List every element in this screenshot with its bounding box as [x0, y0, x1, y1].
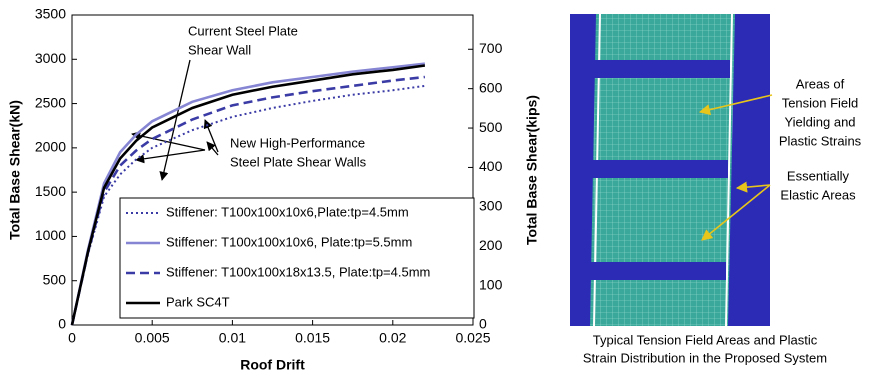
- y2-tick-label: 400: [479, 158, 503, 174]
- y2-tick-label: 700: [479, 40, 503, 56]
- x-tick-label: 0: [68, 330, 76, 346]
- annotation: Shear Wall: [188, 42, 251, 57]
- y2-tick-label: 600: [479, 79, 503, 95]
- x-tick-label: 0.015: [295, 330, 330, 346]
- y-tick-label: 3500: [35, 6, 66, 22]
- x-tick-label: 0.01: [219, 330, 246, 346]
- annotation: Steel Plate Shear Walls: [230, 154, 367, 169]
- y2-tick-label: 100: [479, 276, 503, 292]
- image-label: Yielding and: [784, 114, 855, 129]
- y-tick-label: 1500: [35, 183, 66, 199]
- image-label: Tension Field: [782, 95, 859, 110]
- legend-label: Stiffener: T100x100x10x6,Plate:tp=4.5mm: [166, 204, 409, 219]
- x-tick-label: 0.025: [455, 330, 490, 346]
- y-tick-label: 2000: [35, 139, 66, 155]
- image-label: Areas of: [796, 76, 845, 91]
- y-tick-label: 3000: [35, 50, 66, 66]
- y2-tick-label: 200: [479, 237, 503, 253]
- annotation: New High-Performance: [230, 135, 365, 150]
- legend-label: Park SC4T: [166, 294, 230, 309]
- y2-tick-label: 500: [479, 119, 503, 135]
- y2-tick-label: 300: [479, 198, 503, 214]
- annotation: Current Steel Plate: [188, 23, 298, 38]
- x-axis-label: Roof Drift: [240, 357, 305, 373]
- y-axis-label: Total Base Shear(kN): [7, 100, 23, 240]
- image-label: Essentially: [787, 168, 850, 183]
- caption: Strain Distribution in the Proposed Syst…: [583, 350, 827, 365]
- fe-model-image: [570, 14, 770, 326]
- y-tick-label: 1000: [35, 227, 66, 243]
- y2-tick-label: 0: [479, 316, 487, 332]
- image-label: Plastic Strains: [779, 133, 862, 148]
- legend-label: Stiffener: T100x100x10x6, Plate:tp=5.5mm: [166, 234, 412, 249]
- page: 00.0050.010.0150.020.0250500100015002000…: [0, 0, 882, 381]
- y2-axis-label: Total Base Shear(kips): [524, 95, 540, 245]
- y-tick-label: 2500: [35, 94, 66, 110]
- annotation-arrows: [132, 60, 218, 180]
- y-tick-label: 500: [43, 271, 67, 287]
- caption: Typical Tension Field Areas and Plastic: [593, 332, 818, 347]
- y-tick-label: 0: [58, 316, 66, 332]
- x-tick-label: 0.005: [135, 330, 170, 346]
- legend-label: Stiffener: T100x100x18x13.5, Plate:tp=4.…: [166, 264, 430, 279]
- x-tick-label: 0.02: [379, 330, 406, 346]
- image-label: Elastic Areas: [780, 187, 856, 202]
